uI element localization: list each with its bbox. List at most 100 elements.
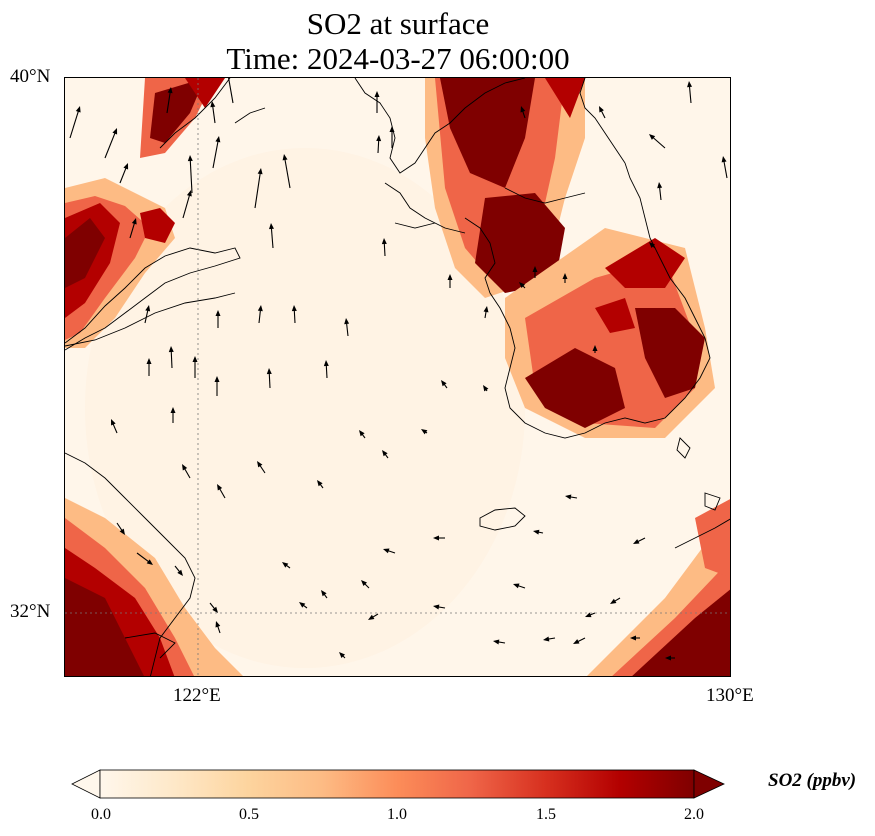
colorbar-gradient xyxy=(99,769,695,799)
wind-vector-head xyxy=(111,419,116,426)
wind-vector-head xyxy=(215,136,221,143)
wind-vector-head xyxy=(447,274,453,280)
wind-vector-shaft xyxy=(144,308,149,324)
wind-vector-shaft xyxy=(166,90,171,114)
wind-vector-shaft xyxy=(345,321,349,337)
wind-vector-head xyxy=(721,156,727,163)
wind-vector-head xyxy=(168,346,174,353)
wind-vector-head xyxy=(421,429,428,435)
wind-vector-head xyxy=(317,480,323,487)
colorbar-tick-0: 0.0 xyxy=(91,806,111,823)
wind-vector-head xyxy=(282,154,288,161)
wind-vector-head xyxy=(257,305,263,312)
wind-vector-head xyxy=(649,242,656,249)
wind-vector-head xyxy=(215,310,221,316)
wind-vector-shaft xyxy=(268,371,271,389)
wind-vector-head xyxy=(493,639,500,645)
wind-vector-head xyxy=(610,598,617,604)
wind-vector-head xyxy=(215,621,221,628)
wind-vector-head xyxy=(75,106,81,113)
lat-label-40n: 40°N xyxy=(10,66,51,87)
map-panel xyxy=(64,77,731,677)
wind-vector-shaft xyxy=(293,308,296,324)
wind-vector-head xyxy=(339,652,346,659)
wind-vector-shaft xyxy=(383,241,386,257)
wind-vector-head xyxy=(214,376,220,382)
wind-vector-head xyxy=(146,559,153,565)
wind-vector-shaft xyxy=(377,138,380,154)
wind-vector-head xyxy=(630,635,636,641)
wind-vector-head xyxy=(376,135,382,142)
wind-vector-head xyxy=(599,106,604,113)
colorbar-tick-2: 1.0 xyxy=(387,806,407,823)
colorbar-extend-max xyxy=(693,769,725,799)
wind-vector-shaft xyxy=(212,139,219,169)
wind-vector-shaft xyxy=(218,487,226,499)
map-time: Time: 2024-03-27 06:00:00 xyxy=(226,41,570,76)
wind-vector-head xyxy=(266,368,272,375)
so2-region-south-korea xyxy=(505,228,715,438)
wind-vector-head xyxy=(291,305,297,312)
sea-tint xyxy=(85,148,525,668)
wind-vector-shaft xyxy=(182,193,191,219)
wind-vector-head xyxy=(665,655,671,661)
wind-vector-head xyxy=(123,163,129,170)
wind-vector-shaft xyxy=(688,84,692,104)
wind-vector-shaft xyxy=(651,136,666,149)
wind-vector-head xyxy=(177,569,183,576)
colorbar-label: SO2 (ppbv) xyxy=(768,770,857,791)
wind-vector-shaft xyxy=(270,226,274,249)
wind-vector-head xyxy=(381,238,387,245)
wind-vector-head xyxy=(483,385,489,392)
gridlines xyxy=(65,78,730,676)
wind-vector-head xyxy=(217,484,223,491)
colorbar-extend-min xyxy=(71,769,101,799)
wind-vector-head xyxy=(520,106,526,113)
wind-vector-head xyxy=(361,580,368,587)
wind-vector-head xyxy=(186,190,192,197)
so2-region-kyushu xyxy=(587,499,730,676)
wind-vector-head xyxy=(633,539,640,544)
wind-vector-shaft xyxy=(170,349,173,369)
wind-vector-head xyxy=(112,128,118,135)
wind-vector-head xyxy=(433,535,439,541)
wind-vector-head xyxy=(257,461,263,468)
wind-vector-head xyxy=(389,126,395,132)
wind-vector-head xyxy=(167,87,173,94)
wind-vector-head xyxy=(210,101,216,108)
lon-label-122e: 122°E xyxy=(173,685,221,706)
colorbar-tick-3: 1.5 xyxy=(536,806,556,823)
wind-vector-shaft xyxy=(104,131,117,159)
wind-vector-shaft xyxy=(325,363,328,379)
wind-vector-shaft xyxy=(228,78,234,104)
wind-vector-head xyxy=(268,223,274,230)
colorbar-tick-1: 0.5 xyxy=(239,806,259,823)
so2-region-north-china xyxy=(65,78,225,348)
wind-vector-head xyxy=(585,612,592,618)
wind-vector-head xyxy=(321,590,327,597)
wind-vector-shaft xyxy=(258,308,262,324)
wind-vector-shaft xyxy=(136,552,151,564)
wind-vector-shaft xyxy=(723,159,728,179)
wind-vector-head xyxy=(212,606,218,613)
wind-vector-head xyxy=(562,273,568,279)
colorbar-tick-4: 2.0 xyxy=(684,806,704,823)
wind-vectors xyxy=(69,78,728,661)
wind-vector-head xyxy=(145,305,151,312)
wind-vector-head xyxy=(565,494,572,500)
wind-vector-head xyxy=(131,218,137,225)
wind-vector-head xyxy=(323,360,329,367)
wind-vector-head xyxy=(146,358,152,364)
wind-vector-shaft xyxy=(183,467,191,479)
wind-vector-head xyxy=(483,306,489,313)
wind-vector-head xyxy=(374,91,380,97)
lon-label-130e: 130°E xyxy=(706,685,754,706)
wind-vector-head xyxy=(532,266,538,272)
wind-vector-head xyxy=(657,182,663,189)
wind-vector-head xyxy=(687,81,693,88)
wind-vector-head xyxy=(513,583,520,589)
wind-vector-head xyxy=(519,282,526,289)
wind-vector-head xyxy=(543,636,550,642)
wind-vector-shaft xyxy=(69,109,80,139)
wind-vector-head xyxy=(368,614,375,620)
